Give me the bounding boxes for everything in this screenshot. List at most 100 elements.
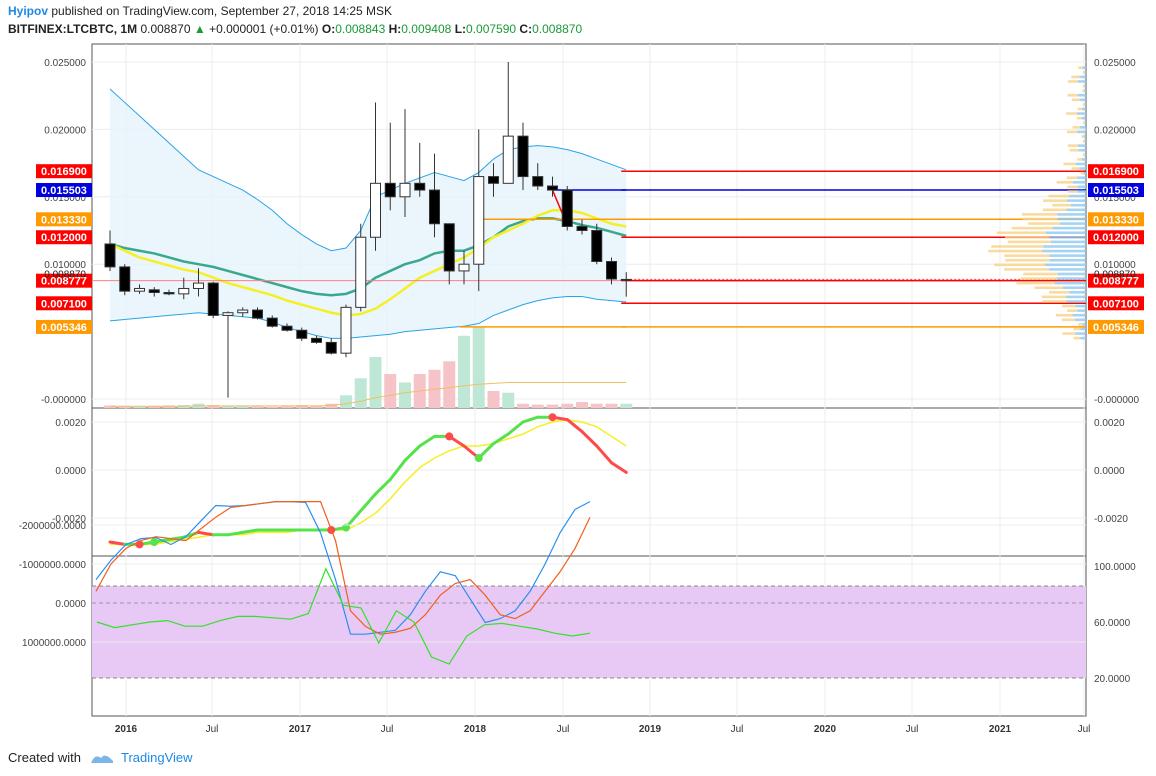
volume-bar (620, 403, 633, 408)
crossover-dot (150, 538, 159, 546)
volume-profile-bar (1065, 112, 1077, 115)
volume-bar (281, 405, 293, 408)
candle-body (443, 223, 455, 272)
open-label: O: (321, 22, 336, 36)
symbol-label: BITFINEX:LTCBTC, 1M (8, 22, 138, 36)
candle-body (532, 176, 544, 187)
volume-profile-bar (1004, 254, 1050, 257)
volume-profile-bar (1020, 277, 1057, 280)
level-label-left: 0.016900 (41, 166, 87, 178)
volume-profile-bar (1069, 148, 1079, 152)
volume-profile-bar (1075, 318, 1086, 322)
publish-info: published on TradingView.com, September … (51, 4, 393, 18)
volume-profile-bar (1049, 236, 1086, 239)
candle-body (547, 185, 558, 191)
oscillator-segment (418, 434, 436, 448)
y-tick-label-left: 0.0000 (55, 599, 86, 610)
oscillator-segment (108, 540, 127, 546)
volume-profile-bar (1052, 203, 1071, 207)
volume-profile-bar (1077, 158, 1083, 161)
volume-profile-bar (1084, 103, 1086, 106)
volume-profile-bar (1067, 93, 1078, 97)
author-name[interactable]: Hyipov (8, 4, 49, 18)
oscillator-segment (241, 528, 259, 534)
x-tick-label: 2016 (115, 724, 138, 735)
volume-profile-bar (1082, 107, 1086, 111)
oscillator-segment (388, 458, 407, 482)
volume-bar (517, 403, 529, 408)
volume-profile-bar (1077, 144, 1086, 147)
y-tick-label-left: -1000000.0000 (19, 560, 87, 571)
y-tick-label-right: 0.0000 (1094, 466, 1125, 477)
candle-body (591, 230, 603, 263)
volume-profile-bar (1082, 84, 1085, 88)
volume-profile-bar (1081, 116, 1086, 120)
symbol-line: BITFINEX:LTCBTC, 1M 0.008870 ▲ +0.000001… (8, 22, 582, 36)
volume-profile-bar (1057, 217, 1086, 221)
oscillator-segment (521, 415, 540, 424)
volume-bar (487, 391, 500, 408)
volume-profile-bar (1066, 176, 1078, 180)
volume-profile-bar (1082, 89, 1085, 92)
volume-profile-bar (1078, 323, 1083, 326)
volume-profile-bar (1061, 318, 1076, 322)
y-tick-label-left: 0.010000 (44, 260, 86, 271)
level-label-left-bg (36, 212, 92, 227)
volume-profile-bar (1043, 199, 1067, 202)
volume-bar (472, 327, 485, 408)
volume-profile-bar (1080, 171, 1084, 175)
oscillator-segment (506, 420, 525, 436)
level-label-right: 0.015503 (1093, 185, 1139, 197)
volume-profile-bar (1084, 153, 1086, 157)
volume-profile-bar (1028, 222, 1061, 225)
oscillator-segment (565, 418, 584, 434)
y-tick-label-right: 60.0000 (1094, 618, 1131, 629)
volume-profile-bar (991, 245, 1044, 248)
close-label: C: (519, 22, 533, 36)
close-value: 0.008870 (532, 22, 583, 36)
bollinger-upper-line (109, 88, 627, 252)
volume-profile-bar (1062, 286, 1086, 290)
volume-bar (531, 404, 544, 408)
volume-profile-bar (1082, 66, 1086, 70)
up-arrow-icon: ▲ (193, 22, 206, 36)
volume-profile-bar (1079, 98, 1086, 102)
tradingview-link[interactable]: TradingView (120, 750, 193, 765)
volume-profile-bar (1055, 313, 1073, 317)
level-label-left: 0.008777 (41, 276, 87, 288)
volume-profile-bar (1075, 162, 1086, 166)
level-label-right-bg (1088, 164, 1144, 179)
oscillator-segment (226, 530, 245, 537)
high-value: 0.009408 (401, 22, 452, 36)
candle-body (311, 337, 322, 343)
volume-profile-bar (1079, 167, 1086, 170)
volume-profile-bar (1052, 226, 1086, 230)
overbought-oversold-band (92, 586, 1086, 678)
volume-profile-bar (1049, 291, 1070, 294)
volume-profile-bar (1071, 98, 1080, 102)
volume-profile-bar (1077, 190, 1086, 193)
candle-body (414, 182, 426, 191)
y-tick-label-left: -0.0020 (52, 514, 86, 525)
volume-profile-bar (1062, 304, 1076, 308)
oscillator-segment (403, 444, 422, 462)
level-label-left-bg (36, 273, 92, 288)
volume-profile-bar (1082, 158, 1086, 161)
oscillator-segment (374, 478, 392, 496)
volume-profile-bar (1056, 277, 1086, 280)
volume-profile-bar (1045, 231, 1086, 235)
candle-body (340, 306, 352, 354)
volume-bar (354, 378, 367, 408)
tradingview-logo-icon (90, 755, 113, 763)
volume-profile-bar (1070, 203, 1086, 207)
volume-profile-bar (1066, 130, 1078, 134)
volume-profile-bar (1057, 272, 1086, 276)
oscillator-segment (359, 492, 377, 513)
y-tick-label-left: -0.000000 (41, 395, 86, 406)
y-tick-label-left: 0.0000 (55, 466, 86, 477)
y-tick-label-right: 0.025000 (1094, 58, 1136, 69)
level-label-right: 0.013330 (1093, 214, 1139, 226)
volume-profile-bar (1077, 176, 1086, 180)
volume-profile-bar (1077, 185, 1086, 189)
